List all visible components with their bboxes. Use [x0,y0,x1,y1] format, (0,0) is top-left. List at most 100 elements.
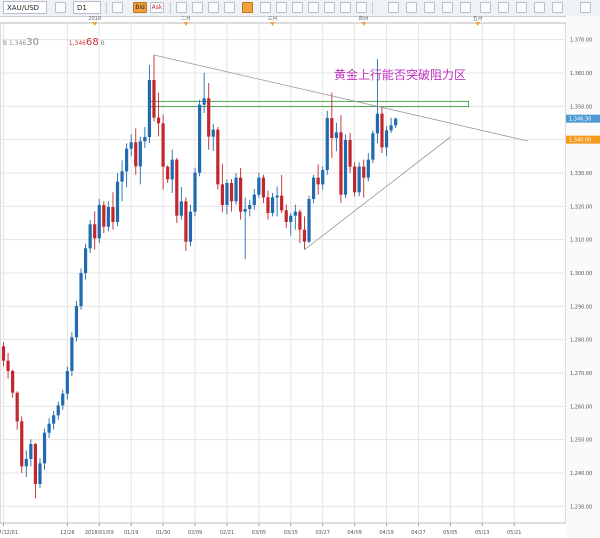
candle-body [371,133,375,160]
properties-icon[interactable] [460,2,471,13]
screenshot-icon[interactable] [480,2,491,13]
bid-button[interactable]: Bid [133,2,147,13]
candle [248,199,252,217]
shapes-icon[interactable] [340,2,351,13]
candle [111,192,115,230]
price-axis: 1,370.00 1,360.00 1,350.00 1,340.00 1,330.00… [566,38,600,510]
candle-body [29,444,33,459]
x-tick-label: 05/13 [475,530,489,536]
candle-body [380,113,384,148]
candle [275,186,279,217]
candle-body [129,142,133,149]
new-chart-icon[interactable] [112,2,123,13]
candle-body [102,205,106,227]
toolbar-separator [372,2,373,14]
symbol-selector[interactable]: XAU/USD [3,1,47,14]
y-tick-label: 1,280.00 [570,338,592,344]
x-tick-label: 2018/01/09 [85,530,114,536]
candle [316,164,320,195]
ask-button[interactable]: Ask [150,2,164,13]
candle-body [6,360,10,371]
candle [170,149,174,193]
timeframe-selector[interactable]: D1 [73,1,101,14]
trendlines [153,54,528,250]
print-icon[interactable] [498,2,509,13]
line-style-icon[interactable] [442,2,453,13]
candle-body [93,224,97,239]
chart-type-icon[interactable] [55,2,66,13]
help-icon[interactable] [552,2,563,13]
candle-body [170,159,174,180]
indicator-icon[interactable] [224,2,235,13]
candle-body [220,184,224,205]
top-time-label: 三月 [268,16,278,22]
zoom-in-icon[interactable] [176,2,187,13]
time-axis: 2017/12/01 12/28 2018/01/09 01/19 01/30 02/09… [0,523,521,536]
close-icon[interactable] [580,2,591,13]
candle [1,342,6,367]
candle-body [188,211,193,242]
candle [166,165,170,183]
period-marker-icon [270,22,276,26]
candle [20,416,24,473]
candle [334,122,338,152]
x-tick-label: 01/30 [156,530,170,536]
trendline-icon[interactable] [260,2,271,13]
candle-body [61,393,65,406]
candle-body [311,177,316,199]
candle-body [166,166,170,180]
candle-body [239,177,243,212]
candle [88,220,92,253]
candle-body [211,129,215,137]
candle-body [33,444,38,484]
horizontal-line-icon[interactable] [276,2,287,13]
candle-body [175,159,179,216]
crosshair-icon[interactable] [208,2,219,13]
eraser-icon[interactable] [356,2,367,13]
candle [270,193,275,217]
grid-icon[interactable] [406,2,417,13]
y-tick-label: 1,300.00 [570,271,592,277]
candle [239,168,243,220]
pencil-icon[interactable] [424,2,435,13]
price-chart[interactable]: 2018 二月 三月 四月 五月 1,370.001,360.001,350.001,3… [0,16,600,538]
candle-body [193,172,197,212]
toolbar-separator [170,2,171,14]
text-tool-icon[interactable] [292,2,303,13]
bid-small: 1,346 [9,40,27,47]
channel-icon[interactable] [308,2,319,13]
cursor-icon[interactable] [242,2,253,13]
zoom-out-icon[interactable] [192,2,203,13]
y-tick-label: 1,290.00 [570,304,592,310]
candle-body [234,177,238,202]
candle [348,132,352,174]
candle-body [79,273,83,306]
top-time-label: 2018 [88,16,101,22]
list-icon[interactable] [388,2,399,13]
candle-body [339,132,343,195]
candle [70,332,74,377]
candle [134,128,138,175]
candle-body [20,421,24,467]
candle-body [143,137,147,142]
candle-body [330,118,334,138]
candle-body [275,195,279,198]
candle [343,134,348,198]
chart-annotation[interactable]: 黄金上行能否突破阻力区 [334,67,466,82]
candle-body [111,207,115,222]
candle [61,389,65,410]
candle [188,204,193,247]
template-icon[interactable] [516,2,527,13]
candle [307,195,311,243]
candle [6,353,10,379]
fibonacci-icon[interactable] [324,2,335,13]
candle-body [334,132,338,138]
candle [106,201,110,232]
settings-icon[interactable] [534,2,545,13]
candle [266,190,270,220]
candle [298,209,302,243]
candle [371,130,375,163]
candle [74,301,79,342]
x-tick-label: 01/19 [124,530,138,536]
candle [97,199,101,243]
